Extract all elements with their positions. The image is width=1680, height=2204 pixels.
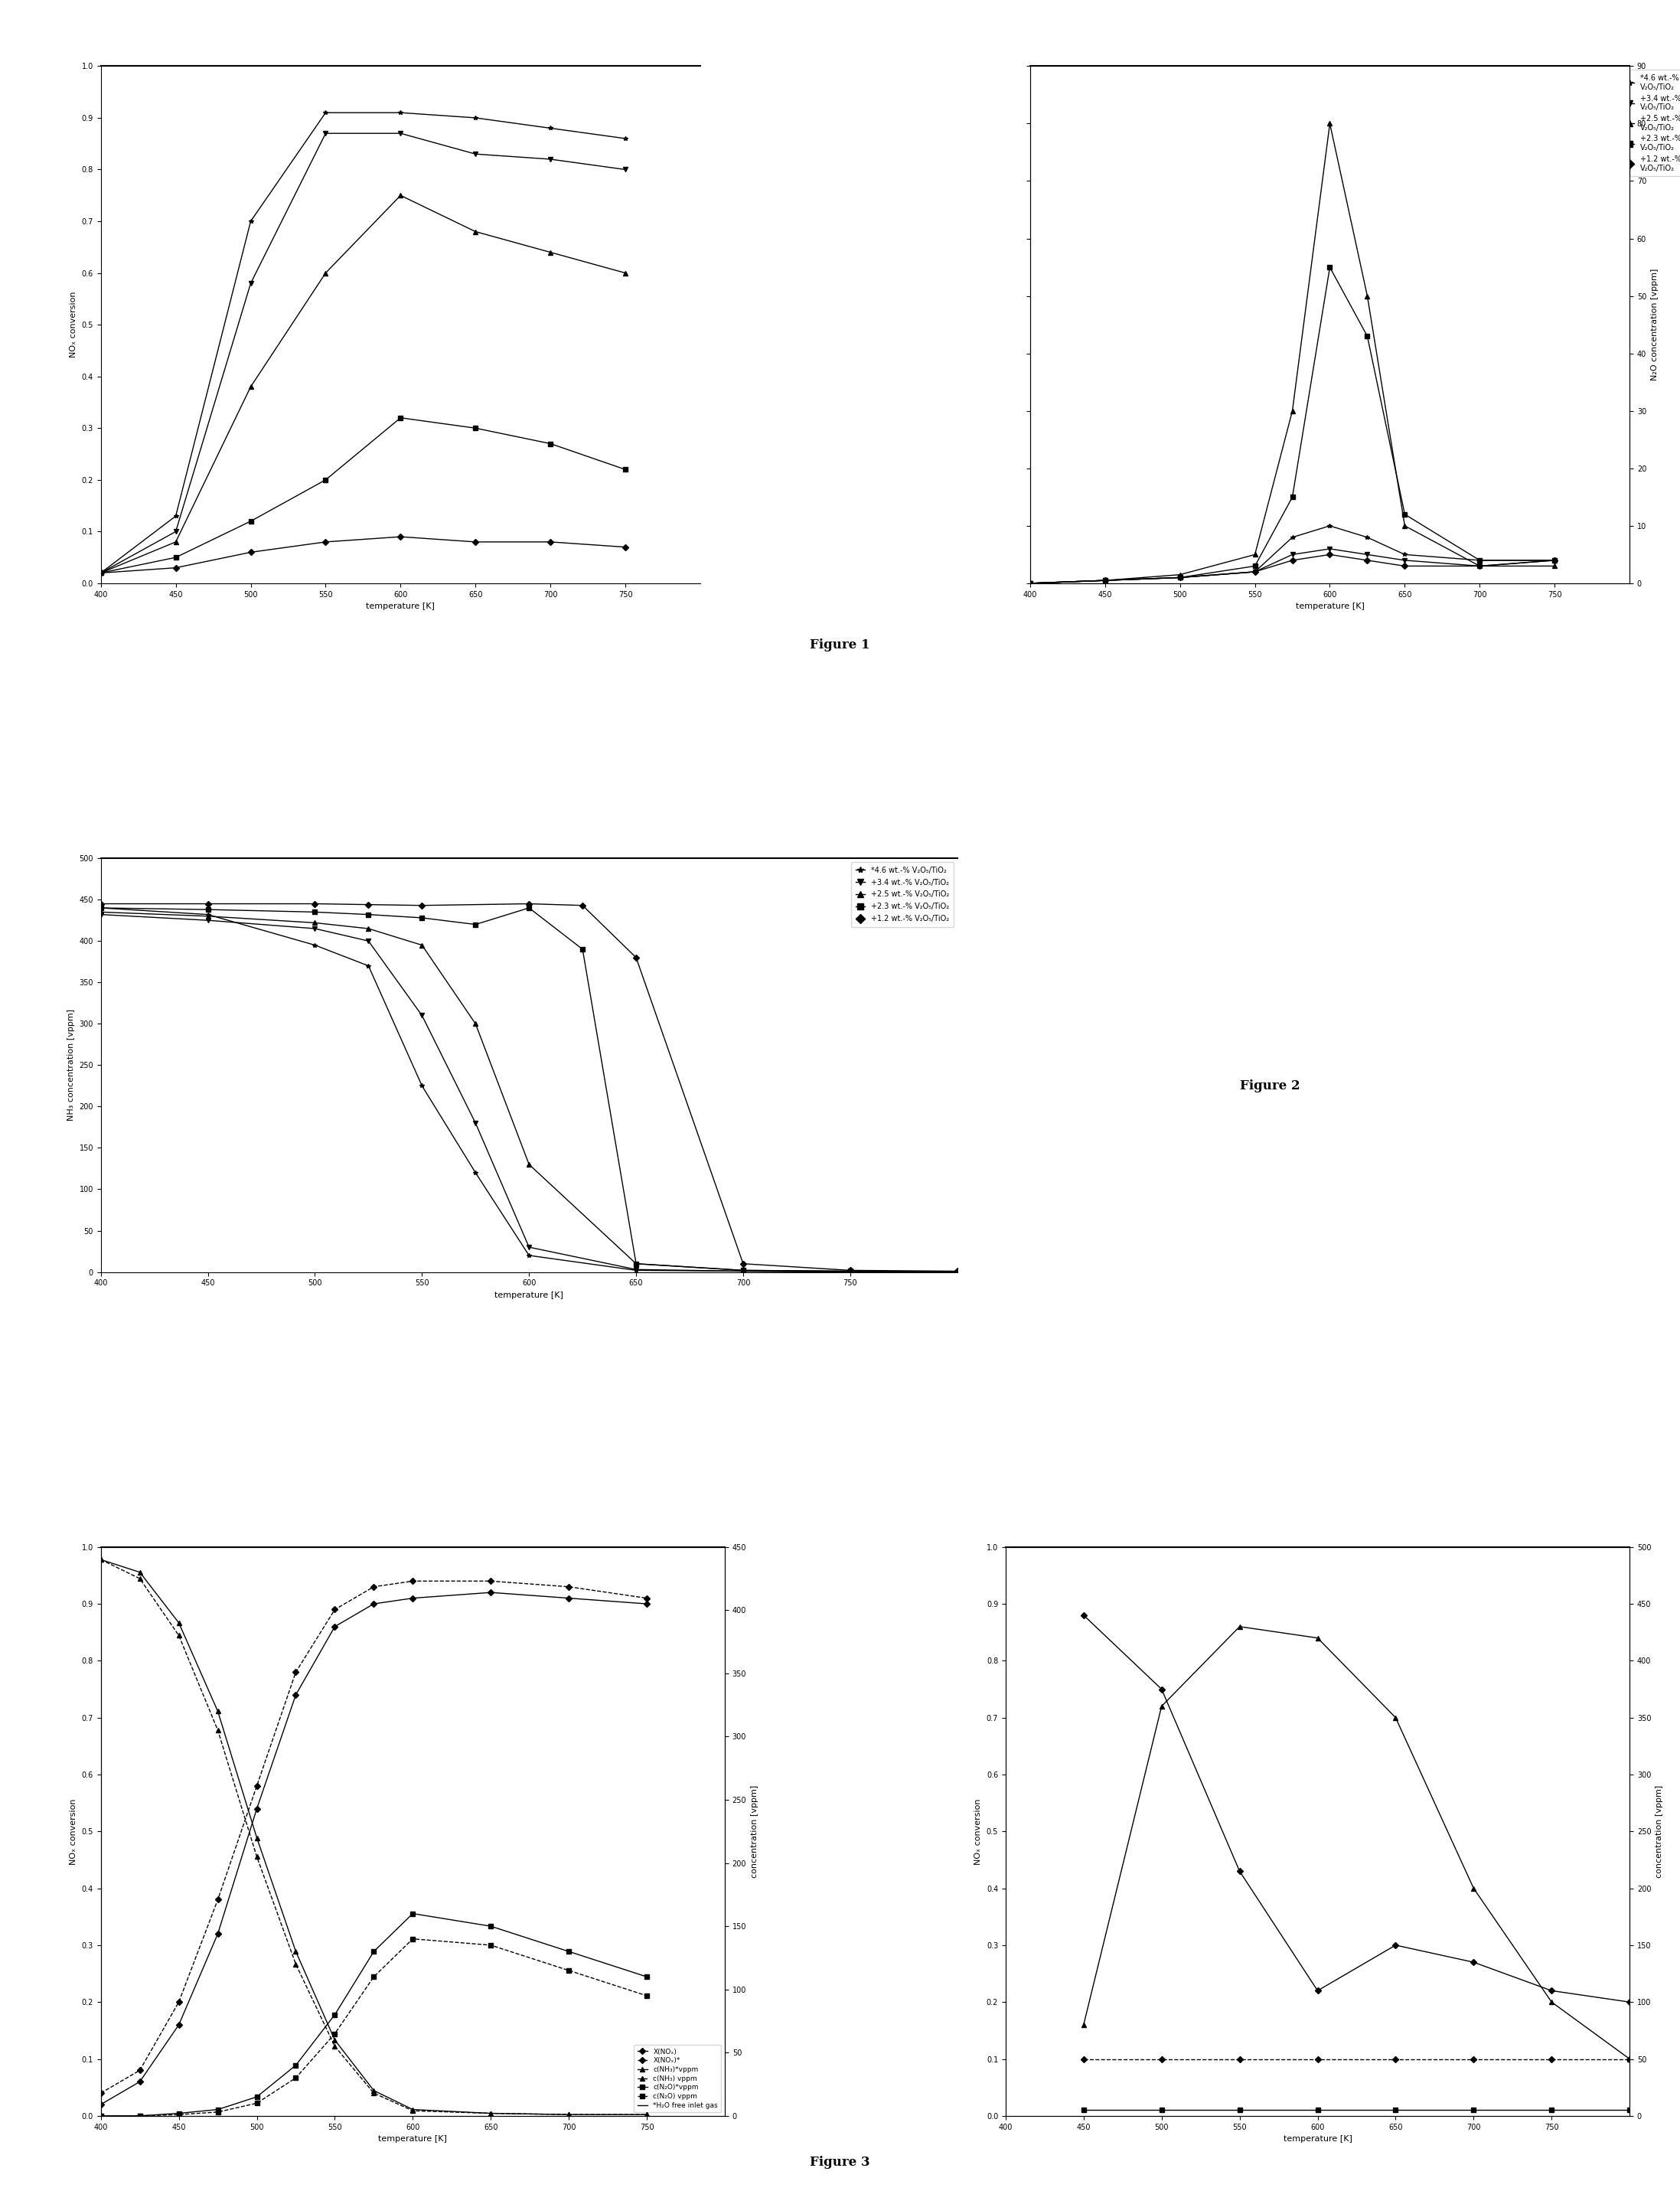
X-axis label: temperature [K]: temperature [K] <box>494 1292 563 1298</box>
Text: Figure 1: Figure 1 <box>810 639 870 652</box>
X-axis label: temperature [K]: temperature [K] <box>1284 2136 1352 2142</box>
Y-axis label: concentration [vppm]: concentration [vppm] <box>751 1785 758 1878</box>
Text: Figure 2: Figure 2 <box>1240 1080 1300 1093</box>
Y-axis label: N₂O concentration [vppm]: N₂O concentration [vppm] <box>1651 269 1658 381</box>
Y-axis label: NOₓ conversion: NOₓ conversion <box>69 1798 77 1865</box>
Text: Figure 3: Figure 3 <box>810 2156 870 2169</box>
Y-axis label: NH₃ concentration [vppm]: NH₃ concentration [vppm] <box>67 1009 76 1122</box>
X-axis label: temperature [K]: temperature [K] <box>366 602 435 611</box>
Legend: X(NOₓ), X(NOₓ)*, c(NH₃)*vppm, c(NH₃) vppm, c(N₂O)*vppm, c(N₂O) vppm, *H₂O free i: X(NOₓ), X(NOₓ)*, c(NH₃)*vppm, c(NH₃) vpp… <box>633 2045 721 2111</box>
Y-axis label: NOₓ conversion: NOₓ conversion <box>974 1798 983 1865</box>
Legend: *4.6 wt.-% V₂O₅/TiO₂, +3.4 wt.-% V₂O₅/TiO₂, +2.5 wt.-% V₂O₅/TiO₂, +2.3 wt.-% V₂O: *4.6 wt.-% V₂O₅/TiO₂, +3.4 wt.-% V₂O₅/Ti… <box>852 862 954 928</box>
X-axis label: temperature [K]: temperature [K] <box>378 2136 447 2142</box>
Y-axis label: concentration [vppm]: concentration [vppm] <box>1655 1785 1663 1878</box>
Y-axis label: NOₓ conversion: NOₓ conversion <box>69 291 77 357</box>
X-axis label: temperature [K]: temperature [K] <box>1295 602 1364 611</box>
Legend: *4.6 wt.-%
V₂O₅/TiO₂, +3.4 wt.-%
V₂O₅/TiO₂, +2.5 wt.-%
V₂O₅/TiO₂, +2.3 wt.-%
V₂O: *4.6 wt.-% V₂O₅/TiO₂, +3.4 wt.-% V₂O₅/Ti… <box>1621 71 1680 176</box>
